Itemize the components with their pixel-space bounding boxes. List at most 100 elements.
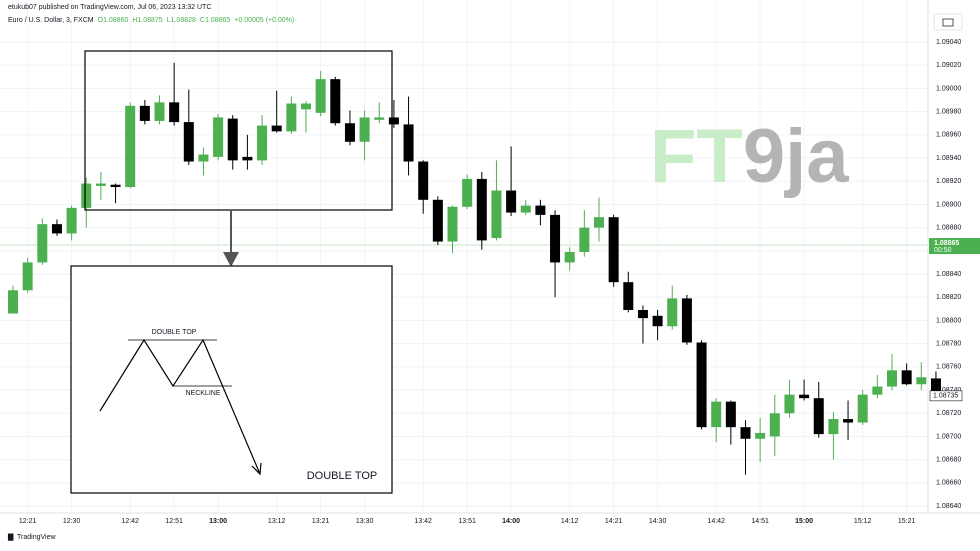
y-tick-label: 1.08680 [936,456,961,463]
candle-body [769,413,780,437]
candle-body [725,401,736,428]
candle-body [432,199,443,242]
pattern-arrow [251,462,262,476]
y-tick-label: 1.08720 [936,410,961,417]
candle-body [637,310,648,319]
x-tick-label: 12:42 [121,518,139,525]
candle-body [301,103,311,110]
box-label: DOUBLE TOP [307,470,378,482]
candle-body [887,370,897,387]
candle-body [198,154,209,162]
y-tick-label: 1.08980 [936,108,961,115]
highlight-box [84,50,393,211]
candle-body [535,205,546,215]
y-tick-label: 1.09020 [936,62,961,69]
candle-body [227,118,238,161]
x-tick-label: 14:30 [649,518,667,525]
candle-body [506,190,517,213]
candle-body [95,183,106,186]
candle-body [8,290,18,314]
x-tick-label: 15:00 [795,518,813,525]
candle-body [388,117,399,125]
y-tick-label: 1.08760 [936,364,961,371]
ohlc-value: H1.08875 [132,17,162,24]
footer-logo: ▇ [7,533,14,541]
candle-body [51,224,62,234]
candles [8,62,941,475]
y-tick-label: 1.08820 [936,294,961,301]
y-tick-label: 1.08640 [936,503,961,510]
y-tick-label: 1.08920 [936,178,961,185]
x-tick-label: 12:21 [19,518,37,525]
x-tick-label: 13:51 [458,518,476,525]
ohlc-value: C1.08865 [200,17,230,24]
candle-body [462,178,473,207]
x-tick-label: 12:51 [165,518,183,525]
candle-body [930,378,941,395]
x-tick-label: 14:12 [561,518,579,525]
candle-body [403,124,414,162]
x-tick-label: 15:21 [898,518,916,525]
candle-body [755,432,766,439]
pattern-top-label: DOUBLE TOP [152,329,197,336]
candle-body [491,190,502,239]
x-tick-label: 14:51 [751,518,769,525]
candle-body [652,315,663,327]
candle-body [242,156,253,161]
candle-body [257,125,268,161]
publisher: etukub07 published on TradingView.com, J… [8,4,211,11]
candle-body [901,370,912,385]
x-tick-label: 12:30 [63,518,81,525]
settings-icon [942,18,954,27]
candle-body [359,117,370,142]
candle-body [154,102,165,121]
candle-body [608,217,619,283]
x-tick-label: 14:00 [502,518,520,525]
ohlc: O1.08860 H1.08875 L1.08828 C1.08865 +0.00005… [98,17,295,24]
watermark-left: FT [650,114,743,199]
x-tick-label: 13:30 [356,518,374,525]
x-tick-label: 13:21 [312,518,330,525]
y-tick-label: 1.09000 [936,85,961,92]
candle-body [828,419,839,435]
candle-body [711,401,722,428]
candle-body [344,123,355,142]
candle-body [550,214,561,263]
ohlc-value: L1.08828 [167,17,196,24]
candle-body [740,427,751,439]
candle-body [139,105,150,121]
current-price-label: 1.08865 [934,240,959,247]
candle-body [418,161,429,200]
candle-body [681,298,692,343]
candle-body [579,227,590,252]
candle-body [520,205,531,213]
y-tick-label: 1.08900 [936,201,961,208]
x-tick-label: 15:12 [854,518,872,525]
x-tick-label: 13:12 [268,518,286,525]
change: +0.00005 (+0.00%) [234,17,294,24]
x-tick-label: 13:00 [209,518,227,525]
candle-body [315,79,326,113]
current-price-tag [929,238,980,255]
y-tick-label: 1.08840 [936,271,961,278]
candle-body [37,224,48,263]
candle-body [813,398,824,435]
y-tick-label: 1.08660 [936,480,961,487]
candle-body [286,103,297,132]
diagram-box [70,265,393,494]
y-tick-label: 1.08740 [936,387,961,394]
settings-button[interactable] [933,13,963,31]
candle-body [447,206,458,242]
countdown: 00:50 [934,247,952,254]
y-tick-label: 1.08960 [936,132,961,139]
candle-body [213,117,224,157]
candle-body [784,394,795,414]
candle-body [799,394,810,399]
candle-body [374,117,385,120]
candle-body [183,122,194,162]
candle-body [271,125,282,132]
candle-body [125,105,136,188]
footer: TradingView [17,534,56,541]
candle-body [169,102,180,123]
